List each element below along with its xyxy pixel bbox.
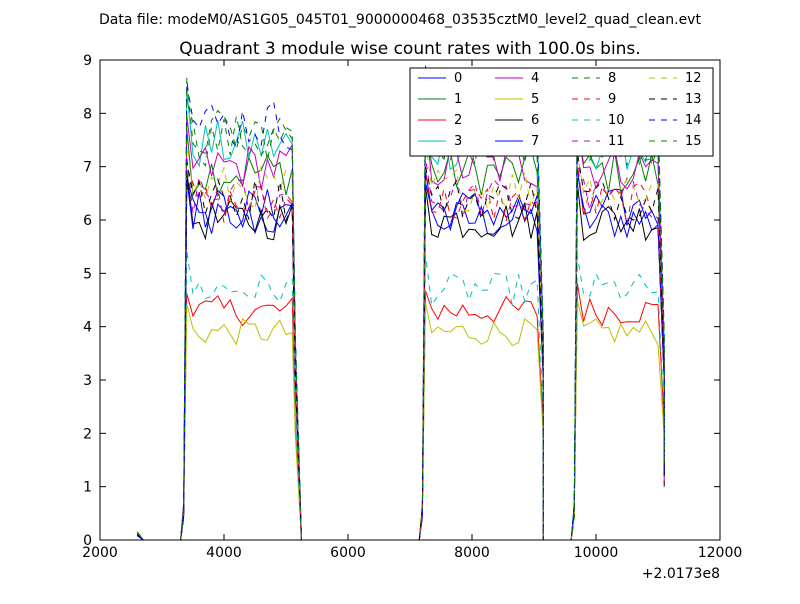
x-tick-label: 6000: [330, 545, 366, 561]
series-line-4: [136, 113, 665, 541]
series-line-9: [136, 161, 665, 541]
series-line-10: [136, 250, 665, 541]
legend-label-7: 7: [531, 134, 539, 149]
y-tick-label: 5: [83, 266, 92, 282]
series-line-2: [136, 283, 665, 541]
plot-area: [99, 59, 721, 541]
legend-label-6: 6: [531, 113, 539, 128]
legend-label-11: 11: [608, 134, 625, 149]
legend-label-13: 13: [685, 92, 702, 107]
series-line-12: [136, 140, 665, 541]
series-line-0: [136, 173, 665, 541]
legend-label-1: 1: [454, 92, 462, 107]
series-line-11: [136, 157, 665, 541]
x-offset-label: +2.0173e8: [642, 566, 720, 582]
legend-label-8: 8: [608, 71, 616, 86]
legend-label-12: 12: [685, 71, 702, 86]
y-tick-label: 6: [83, 213, 92, 229]
y-tick-label: 1: [83, 480, 92, 496]
y-tick-label: 4: [83, 320, 92, 336]
legend-label-2: 2: [454, 113, 462, 128]
x-tick-label: 10000: [574, 545, 619, 561]
legend-label-14: 14: [685, 113, 702, 128]
y-tick-label: 7: [83, 160, 92, 176]
y-tick-label: 9: [83, 53, 92, 69]
x-tick-label: 4000: [206, 545, 242, 561]
series-line-6: [136, 171, 665, 541]
series-line-1: [136, 126, 665, 541]
legend-label-4: 4: [531, 71, 539, 86]
x-tick-label: 8000: [454, 545, 490, 561]
legend-label-9: 9: [608, 92, 616, 107]
legend-label-3: 3: [454, 134, 462, 149]
figure-suptitle: Data file: modeM0/AS1G05_045T01_90000004…: [99, 12, 701, 28]
series-line-13: [136, 152, 665, 541]
series-line-5: [136, 300, 665, 541]
y-tick-label: 3: [83, 373, 92, 389]
series-line-7: [136, 169, 665, 541]
x-tick-label: 12000: [698, 545, 743, 561]
y-tick-label: 8: [83, 106, 92, 122]
x-tick-label: 2000: [82, 545, 118, 561]
chart-title: Quadrant 3 module wise count rates with …: [179, 39, 640, 59]
legend-label-0: 0: [454, 71, 462, 86]
y-tick-label: 0: [83, 533, 92, 549]
legend-label-10: 10: [608, 113, 625, 128]
legend-label-15: 15: [685, 134, 702, 149]
legend-label-5: 5: [531, 92, 539, 107]
y-tick-label: 2: [83, 426, 92, 442]
